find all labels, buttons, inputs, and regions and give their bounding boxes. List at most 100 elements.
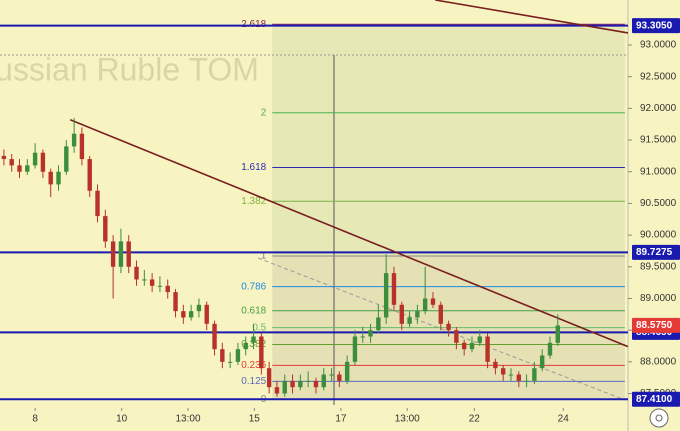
candle-body [539,355,545,369]
candle-body [407,317,412,324]
candle-body [274,387,280,394]
candle-body [9,159,14,166]
candle-body [430,298,436,305]
level-label: 93.3050 [636,20,673,31]
fib-label: 0.125 [241,376,266,387]
level-box [632,244,680,260]
candle-body [469,342,475,350]
candle-body [321,374,326,388]
candle-body [110,241,116,267]
level-box [632,391,680,407]
y-tick-label: 90.0000 [640,230,677,241]
candle-body [415,311,420,318]
candle-body [376,317,381,331]
candle-body [40,152,46,172]
candle-body [399,304,404,324]
fib-label: 1.618 [241,162,266,173]
candle-body [126,241,131,267]
candle-body [282,380,287,394]
candle-body [422,298,428,312]
candle-body [555,325,560,343]
candle-body [142,279,147,281]
level-box [632,18,680,34]
settings-button[interactable] [649,408,669,428]
watermark: Russian Ruble TOM [0,51,259,87]
candle-body [71,133,77,147]
y-tick-label: 88.0000 [640,356,677,367]
candle-body [134,266,139,280]
candle-body [204,304,209,324]
fib-label: 0.236 [241,360,266,371]
fib-label: 0.618 [241,305,266,316]
candle-body [524,380,529,382]
fib-label: 2.618 [241,19,266,30]
candle-body [477,336,482,343]
fib-label: 0.5 [252,322,266,333]
candle-body [32,152,38,166]
trendline [435,0,629,34]
candle-body [485,336,490,362]
level-label: 87.4100 [636,394,673,405]
candle-body [446,323,451,331]
last-price-box [632,317,680,333]
candle-body [461,342,467,350]
candle-body [337,374,342,381]
candle-body [56,171,61,185]
candle-body [532,368,537,381]
candle-body [181,311,186,318]
candle-body [516,374,521,381]
fib-label: 2 [261,107,267,118]
candle-body [454,330,459,343]
trendline [69,119,629,348]
candle-body [313,380,319,388]
candle-body [25,165,30,172]
candle-body [266,368,272,388]
candle-body [87,159,92,191]
candle-body [243,342,248,350]
candle-body [165,285,170,293]
candle-body [391,273,397,305]
candle-body [48,171,53,185]
candle-body [118,241,124,267]
candle-body [493,361,498,369]
fib-zone-upper [272,24,625,257]
candle-body [1,155,7,160]
candle-body [368,330,373,337]
candle-body [157,285,163,287]
x-tick-label: 10 [116,414,128,425]
candle-body [227,361,233,363]
candle-body [235,349,241,362]
y-tick-label: 91.5000 [640,135,677,146]
y-tick-label: 89.0000 [640,293,677,304]
candle-body [173,292,178,312]
candle-body [298,380,303,388]
candle-body [383,273,389,318]
fib-trend [257,257,626,401]
candle-body [329,374,334,376]
candle-body [547,342,553,356]
level-label: 89.7275 [636,247,673,258]
y-tick-label: 93.0000 [640,40,677,51]
fib-label: 1.382 [241,196,266,207]
candle-body [305,380,311,382]
candle-body [188,311,194,318]
candle-body [259,336,264,369]
y-tick-label: 92.0000 [640,103,677,114]
candle-body [360,336,365,338]
candle-body [251,336,256,343]
y-tick-label: 92.5000 [640,71,677,82]
candle-body [352,336,358,362]
settings-icon [655,414,663,422]
candle-body [149,279,155,286]
candle-body [17,165,22,172]
candle-body [95,190,100,217]
y-tick-label: 89.5000 [640,261,677,272]
last-price-label: 88.5750 [636,320,673,331]
candle-body [344,361,350,381]
candle-body [196,304,202,312]
fib-label: 0.786 [241,281,266,292]
x-tick-label: 13:00 [175,414,200,425]
candle-body [64,146,69,172]
candle-body [103,216,108,242]
